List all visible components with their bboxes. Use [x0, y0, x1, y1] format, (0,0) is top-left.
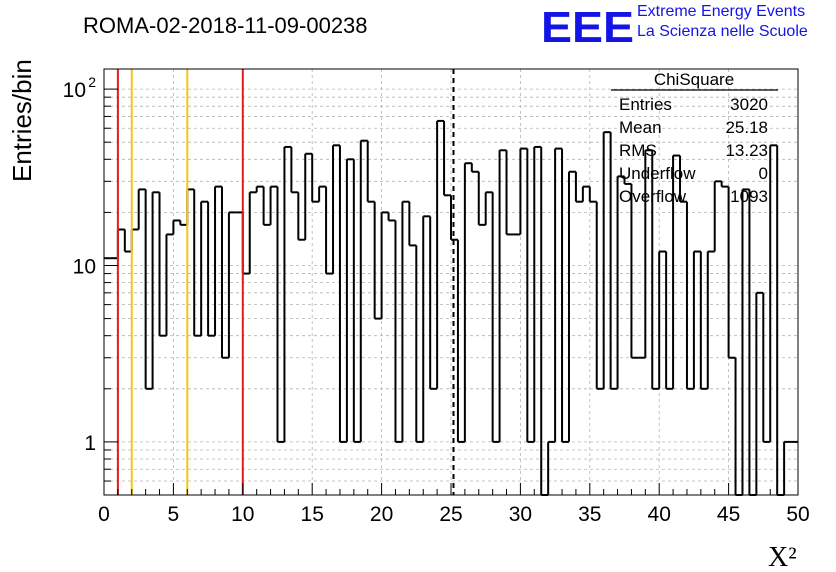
stats-overflow-label: Overflow — [619, 187, 687, 206]
x-axis-label: X² — [768, 542, 797, 572]
y-tick-label: 10 — [73, 255, 96, 278]
axis-ticks — [103, 88, 799, 496]
stats-box-title: ChiSquare — [654, 70, 734, 89]
stats-mean-value: 25.18 — [725, 118, 768, 137]
stats-rms-label: RMS — [619, 141, 657, 160]
x-tick-label: 20 — [370, 503, 393, 526]
histogram-bars — [104, 119, 798, 496]
stats-mean-label: Mean — [619, 118, 662, 137]
logo-line-extreme-energy-events: Extreme Energy Events — [637, 3, 806, 20]
x-tick-label: 5 — [168, 503, 180, 526]
x-tick-label: 10 — [231, 503, 254, 526]
logo-line-la-scienza: La Scienza nelle Scuole — [637, 23, 808, 40]
stats-entries-label: Entries — [619, 95, 672, 114]
stats-rms-value: 13.23 — [725, 141, 768, 160]
y-axis-label: Entries/bin — [7, 59, 37, 182]
x-tick-label: 25 — [439, 503, 462, 526]
x-tick-label: 35 — [578, 503, 601, 526]
eee-logo-mark: EEE — [541, 3, 634, 46]
stats-underflow-label: Underflow — [619, 164, 696, 183]
chart-title: ROMA-02-2018-11-09-00238 — [83, 13, 368, 38]
stats-overflow-value: 1093 — [730, 187, 768, 206]
y-tick-label: 10 — [63, 79, 86, 102]
stats-underflow-value: 0 — [759, 164, 768, 183]
y-tick-label: 1 — [84, 432, 96, 455]
y-tick-label-exponent: 2 — [88, 74, 96, 90]
x-tick-label: 40 — [648, 503, 671, 526]
stats-box: ChiSquare Entries 3020 Mean 25.18 RMS 13… — [611, 70, 778, 206]
stats-entries-value: 3020 — [730, 95, 768, 114]
x-tick-label: 30 — [509, 503, 532, 526]
x-tick-label: 50 — [786, 503, 809, 526]
x-tick-label: 45 — [717, 503, 740, 526]
reference-lines — [116, 69, 455, 495]
x-tick-label: 0 — [98, 503, 110, 526]
grid — [104, 69, 798, 496]
eee-logo: EEE — [541, 3, 634, 46]
x-tick-label: 15 — [301, 503, 324, 526]
